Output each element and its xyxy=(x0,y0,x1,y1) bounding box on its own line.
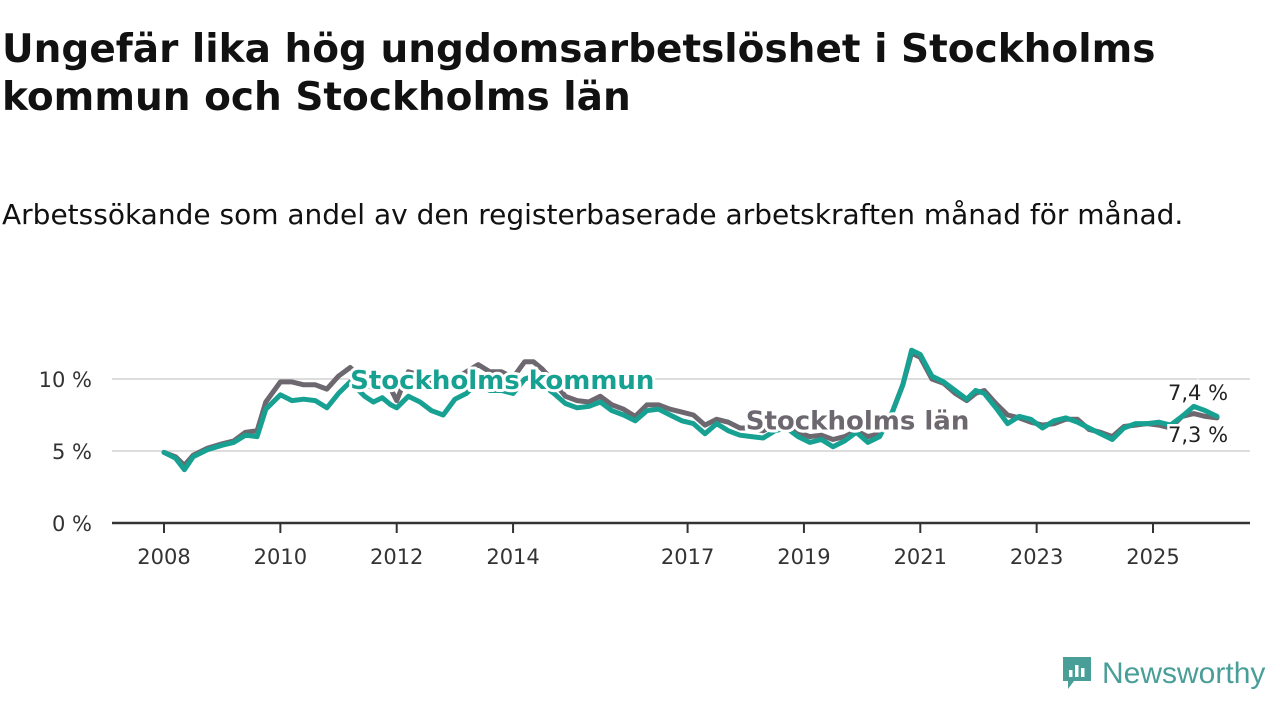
end-value-stockholms-lan: 7,3 % xyxy=(1168,423,1228,447)
y-tick-label: 0 % xyxy=(52,512,92,536)
x-tick-label: 2019 xyxy=(777,545,830,569)
series-lines xyxy=(161,347,1220,473)
newsworthy-logo-text: Newsworthy xyxy=(1102,657,1266,690)
newsworthy-logo: Newsworthy xyxy=(1060,654,1265,694)
line-chart: 0 %5 %10 % 2008 2010 2012 2014 2017 2019 2021 2… xyxy=(39,347,1250,569)
series-line-stockholms-kommun xyxy=(161,347,1220,473)
y-tick-label: 10 % xyxy=(39,368,92,392)
x-tick-label: 2023 xyxy=(1010,545,1063,569)
x-tick-label: 2017 xyxy=(661,545,714,569)
chart-title: Ungefär lika hög ungdomsarbetslöshet i S… xyxy=(2,27,1156,120)
end-value-stockholms-kommun: 7,4 % xyxy=(1168,381,1228,405)
x-tick-label: 2010 xyxy=(254,545,307,569)
gridlines xyxy=(112,378,1250,452)
x-tick-label: 2014 xyxy=(486,545,539,569)
chart-subtitle: Arbetssökande som andel av den registerb… xyxy=(2,198,1184,231)
series-line-stockholms-lan xyxy=(161,350,1220,468)
series-label-stockholms-kommun: Stockholms kommun xyxy=(350,366,654,396)
series-label-stockholms-lan: Stockholms län xyxy=(746,406,970,436)
x-tick-label: 2025 xyxy=(1126,545,1179,569)
x-tick-label: 2012 xyxy=(370,545,423,569)
x-tick-label: 2021 xyxy=(894,545,947,569)
y-tick-label: 5 % xyxy=(52,440,92,464)
newsworthy-logo-icon xyxy=(1063,657,1091,689)
x-tick-label: 2008 xyxy=(137,545,190,569)
series-labels: Stockholms län 7,3 % Stockholms kommun 7,4 … xyxy=(347,363,1230,449)
y-axis-ticks: 0 % 5 % 10 % xyxy=(39,368,92,536)
x-axis: 2008 2010 2012 2014 2017 2019 2021 2023 2025 xyxy=(112,521,1250,569)
